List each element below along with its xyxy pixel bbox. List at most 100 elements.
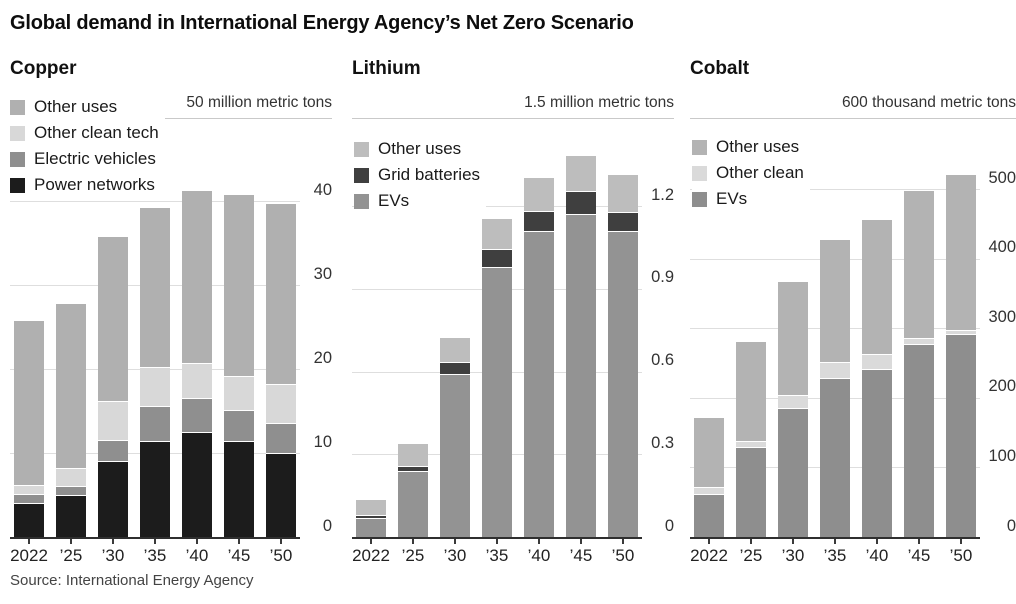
- x-tick-label: ’35: [143, 546, 167, 565]
- legend-item: Other uses: [354, 136, 480, 162]
- legend-label: Grid batteries: [378, 165, 481, 184]
- bar-segment: [566, 215, 596, 538]
- bar-segment: [98, 462, 128, 538]
- y-tick-label: 10: [313, 432, 332, 451]
- bar-segment: [736, 442, 766, 448]
- cobalt-chart-panel: Cobalt 600 thousand metric tons Other us…: [690, 58, 1016, 578]
- stacked-bar-50: [946, 175, 976, 538]
- bar-segment: [140, 368, 170, 407]
- y-tick-label: 200: [988, 377, 1016, 396]
- x-tick: [750, 539, 752, 544]
- x-tick-label: ’25: [59, 546, 83, 565]
- copper-chart-panel: Copper 50 million metric tons Other uses…: [10, 58, 332, 578]
- x-tick: [154, 539, 156, 544]
- bar-segment: [482, 250, 512, 268]
- bar-segment: [398, 443, 428, 467]
- plot-area: [10, 152, 300, 539]
- bar-segment: [736, 341, 766, 443]
- bar-segment: [182, 433, 212, 538]
- x-tick-label: ’40: [527, 546, 551, 565]
- bar-segment: [778, 282, 808, 396]
- bar-segment: [482, 218, 512, 251]
- stacked-bar-40: [182, 190, 212, 538]
- bar-segment: [56, 486, 86, 497]
- legend-item: Other uses: [10, 94, 159, 120]
- lithium-chart-panel: Lithium 1.5 million metric tons Other us…: [352, 58, 674, 578]
- bar-segment: [694, 417, 724, 489]
- x-tick: [834, 539, 836, 544]
- cobalt-legend: Other uses Other clean EVs: [692, 134, 810, 212]
- x-axis-line: [352, 537, 642, 539]
- x-tick: [28, 539, 30, 544]
- stacked-bar-30: [98, 237, 128, 538]
- bar-segment: [266, 423, 296, 455]
- lithium-legend: Other uses Grid batteries EVs: [354, 136, 487, 214]
- stacked-bar-30: [778, 282, 808, 538]
- stacked-bar-2022: [356, 500, 386, 538]
- legend-swatch-icon: [692, 165, 707, 181]
- x-tick-label: ’45: [227, 546, 251, 565]
- legend-item: EVs: [692, 186, 804, 212]
- x-tick-label: ’35: [485, 546, 509, 565]
- x-tick: [708, 539, 710, 544]
- y-tick-label: 300: [988, 307, 1016, 326]
- bar-segment: [56, 468, 86, 487]
- cobalt-unit-rule: [690, 118, 1016, 119]
- bar-segment: [440, 337, 470, 364]
- bar-segment: [778, 408, 808, 538]
- legend-swatch-icon: [10, 177, 25, 193]
- x-tick: [238, 539, 240, 544]
- x-tick-label: ’40: [185, 546, 209, 565]
- x-tick: [496, 539, 498, 544]
- stacked-bar-2022: [694, 417, 724, 538]
- bar-segment: [14, 504, 44, 538]
- y-tick-label: 20: [313, 348, 332, 367]
- bar-segment: [820, 363, 850, 379]
- bar-segment: [524, 211, 554, 232]
- legend-item: Electric vehicles: [10, 146, 159, 172]
- y-tick-label: 0: [664, 516, 674, 535]
- stacked-bar-35: [140, 207, 170, 538]
- bar-segment: [140, 406, 170, 442]
- stacked-bar-45: [224, 195, 254, 538]
- bar-segment: [14, 485, 44, 496]
- bar-segment: [182, 363, 212, 399]
- legend-label: Power networks: [34, 175, 155, 194]
- x-tick: [876, 539, 878, 544]
- bar-segment: [820, 239, 850, 364]
- stacked-bar-40: [524, 177, 554, 538]
- stacked-bar-30: [440, 337, 470, 538]
- legend-swatch-icon: [354, 193, 369, 209]
- legend-label: Other uses: [378, 139, 462, 158]
- copper-unit-rule: [147, 118, 332, 119]
- stacked-bar-25: [398, 443, 428, 538]
- bar-segment: [224, 441, 254, 538]
- lithium-chart-title: Lithium: [352, 58, 421, 79]
- x-tick: [918, 539, 920, 544]
- y-tick-label: 100: [988, 446, 1016, 465]
- x-axis: 2022 ’25 ’30 ’35 ’40 ’45 ’50: [690, 538, 980, 568]
- bar-segment: [98, 401, 128, 441]
- bar-segment: [224, 376, 254, 412]
- x-tick: [580, 539, 582, 544]
- x-tick: [960, 539, 962, 544]
- x-tick-label: ’30: [101, 546, 125, 565]
- copper-chart-title: Copper: [10, 58, 77, 79]
- stacked-bar-35: [820, 239, 850, 538]
- bar-segment: [736, 447, 766, 538]
- bar-segment: [946, 334, 976, 538]
- bar-segment: [266, 384, 296, 424]
- bar-segment: [946, 331, 976, 335]
- legend-swatch-icon: [10, 99, 25, 115]
- gridline: [690, 189, 980, 191]
- y-axis-labels: 0 100 200 300 400 500: [984, 152, 1016, 538]
- stacked-bar-25: [736, 341, 766, 538]
- x-tick: [454, 539, 456, 544]
- bar-segment: [608, 213, 638, 232]
- x-tick-label: ’50: [269, 546, 293, 565]
- legend-item: Other clean tech: [10, 120, 159, 146]
- stacked-bar-40: [862, 219, 892, 538]
- bar-segment: [524, 177, 554, 212]
- x-tick-label: ’25: [401, 546, 425, 565]
- bar-segment: [266, 454, 296, 538]
